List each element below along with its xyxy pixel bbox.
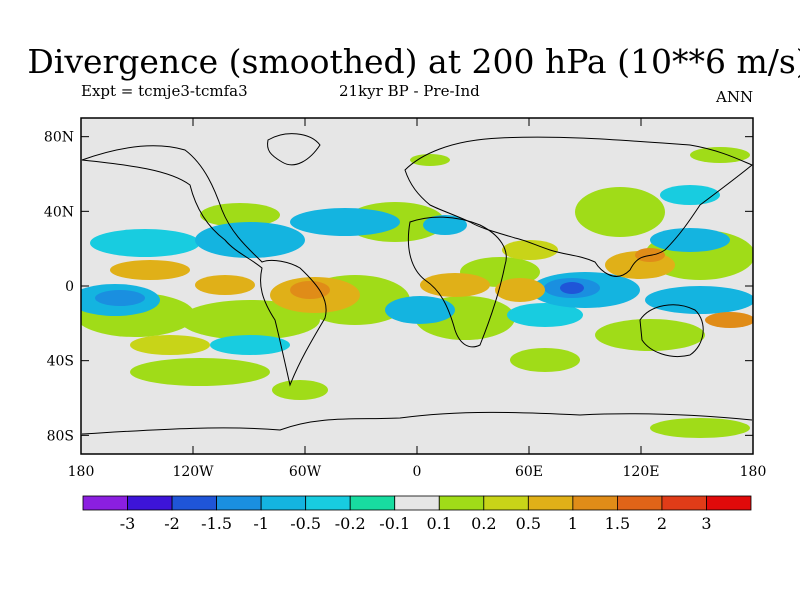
colorbar-label: -1 [253,514,269,533]
colorbar-swatch [127,495,173,511]
map-background [81,118,753,454]
colorbar-label: -2 [164,514,180,533]
field-blob [650,228,730,252]
field-blob [130,358,270,386]
colorbar-swatch [349,495,396,511]
colorbar-label: -0.5 [290,514,321,533]
field-blob [660,185,720,205]
field-blob [650,418,750,438]
australia-outline [639,304,704,357]
greenland-outline [267,133,321,166]
lon-tick-label: 60E [515,464,543,480]
lon-tick-label: 0 [413,464,422,480]
colorbar-label: 1 [568,514,578,533]
colorbar-label: 0.2 [471,514,496,533]
lat-tick-label: 80S [47,428,74,444]
field-blob [645,286,753,314]
lat-tick-label: 40N [44,204,74,220]
field-blob [195,222,305,258]
colorbar-label: 2 [657,514,667,533]
colorbar-label: -0.1 [379,514,410,533]
field-blob [705,312,753,328]
colorbar-swatch [260,495,307,511]
colorbar-swatch [617,495,663,511]
field-blob [410,154,450,166]
colorbar: -3 -2 -1.5 -1 -0.5 -0.2 -0.1 0.1 0.2 0.5 1 1.5 2 3 [82,495,752,533]
field-blob [200,203,280,227]
field-blob [385,296,455,324]
lat-tick-label: 80N [44,130,74,146]
longitude-axis: 180 120W 60W 0 60E 120E 180 [68,118,767,480]
field-blob [510,348,580,372]
field-blob [272,380,328,400]
colorbar-swatch [527,495,574,511]
field-blob [210,335,290,355]
colorbar-label: 0.5 [516,514,541,533]
divergence-field [81,147,753,438]
field-blob [595,319,705,351]
field-blob [180,300,320,340]
colorbar-swatch [305,495,351,511]
field-blob [130,335,210,355]
colorbar-swatch [706,495,752,511]
colorbar-swatch [171,495,217,511]
season-label: ANN [716,88,754,106]
field-blob [290,208,400,236]
field-blob [195,275,255,295]
colorbar-label: -1.5 [201,514,232,533]
colorbar-label: 3 [701,514,711,533]
field-blob [420,273,490,297]
field-blob [95,290,145,306]
lon-tick-label: 120E [623,464,660,480]
field-blob [110,260,190,280]
field-blob [507,303,583,327]
lon-tick-label: 180 [68,464,95,480]
colorbar-label: -3 [120,514,136,533]
colorbar-swatch [483,495,529,511]
colorbar-label: 0.1 [427,514,452,533]
map-title: Divergence (smoothed) at 200 hPa (10**6 … [27,42,800,81]
field-blob [495,278,545,302]
colorbar-swatch [438,495,485,511]
colorbar-swatch [216,495,262,511]
field-blob [560,282,584,294]
colorbar-swatch [82,495,128,511]
lon-tick-label: 60W [289,464,322,480]
field-blob [690,147,750,163]
lon-tick-label: 180 [740,464,767,480]
americas-outline [81,145,327,387]
africa-outline [407,216,507,348]
colorbar-swatch [572,495,618,511]
colorbar-swatch [394,495,440,511]
lon-tick-label: 120W [172,464,214,480]
lat-tick-label: 40S [47,354,74,370]
field-blob [90,229,200,257]
field-blob [502,240,558,260]
experiment-label: Expt = tcmje3-tcmfa3 [81,82,248,100]
colorbar-label: 1.5 [605,514,630,533]
field-blob [290,281,330,299]
lat-tick-label: 0 [65,279,74,295]
coastlines [81,133,753,435]
latitude-axis: 80N 40N 0 40S 80S [44,130,753,444]
colorbar-swatch [661,495,707,511]
field-blob [423,215,467,235]
colorbar-label: -0.2 [335,514,366,533]
eurasia-outline [404,136,753,277]
antarctica-outline [81,411,753,435]
field-blob [575,187,665,237]
period-label: 21kyr BP - Pre-Ind [339,82,480,100]
